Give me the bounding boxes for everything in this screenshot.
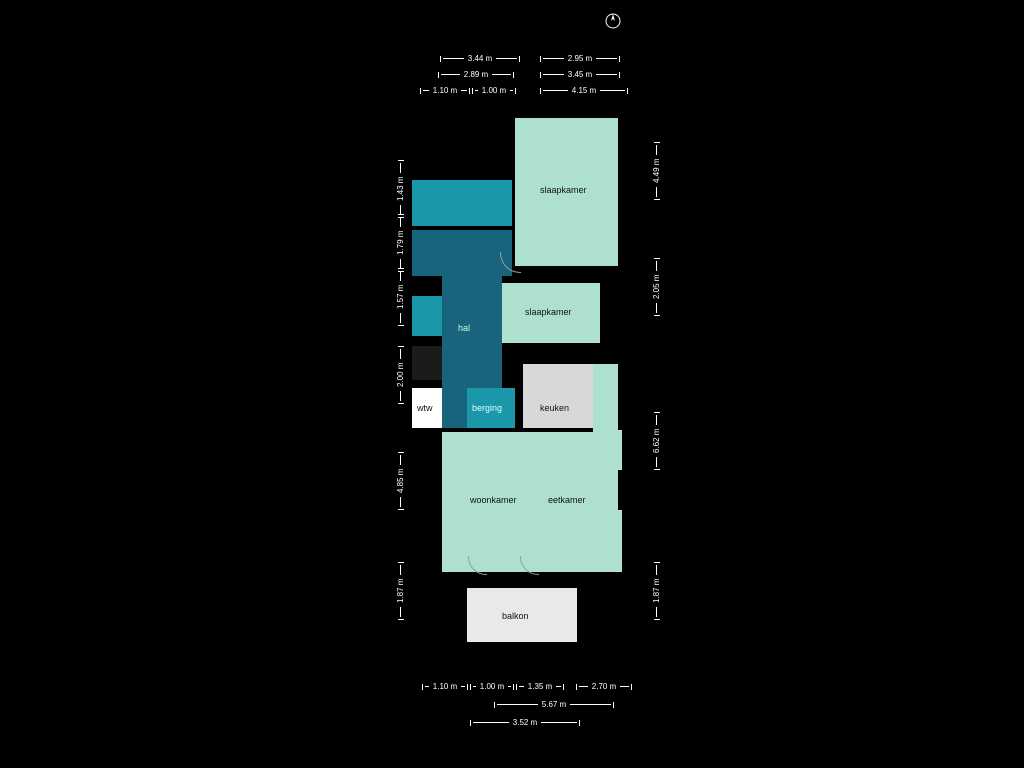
door-arc <box>468 556 487 575</box>
dimension-value: 2.05 m <box>652 273 661 301</box>
room-dark_strip <box>412 346 442 380</box>
dimension-value: 4.15 m <box>570 86 598 95</box>
dimension-value: 3.44 m <box>466 54 494 63</box>
dimension-value: 1.00 m <box>480 86 508 95</box>
dimension-vertical: 2.05 m <box>652 258 661 316</box>
dimension-value: 2.70 m <box>590 682 618 691</box>
room-hal_top <box>412 230 512 276</box>
room-label-keuken: keuken <box>540 403 569 413</box>
room-keuken <box>523 364 593 428</box>
dimension-horizontal: 4.15 m <box>540 86 628 95</box>
dimension-value: 4.85 m <box>396 467 405 495</box>
dimension-value: 3.52 m <box>511 718 539 727</box>
wall-segment <box>582 572 626 582</box>
dimension-value: 1.35 m <box>526 682 554 691</box>
dimension-value: 2.00 m <box>396 361 405 389</box>
dimension-horizontal: 3.44 m <box>440 54 520 63</box>
room-bath_top <box>412 180 512 226</box>
compass-icon <box>604 12 622 33</box>
dimension-value: 1.79 m <box>396 229 405 257</box>
wall-segment <box>440 572 464 582</box>
room-label-woonkamer: woonkamer <box>470 495 517 505</box>
wall-segment <box>540 572 554 582</box>
wall-segment <box>618 470 628 510</box>
dimension-horizontal: 3.52 m <box>470 718 580 727</box>
room-label-wtw: wtw <box>417 403 433 413</box>
room-toilet <box>412 296 442 336</box>
dimension-horizontal: 1.10 m <box>420 86 470 95</box>
dimension-vertical: 1.87 m <box>396 562 405 620</box>
dimension-horizontal: 2.70 m <box>576 682 632 691</box>
wall-segment <box>618 118 628 268</box>
dimension-value: 5.67 m <box>540 700 568 709</box>
dimension-value: 1.00 m <box>478 682 506 691</box>
dimension-vertical: 6.62 m <box>652 412 661 470</box>
room-label-slaapkamer1: slaapkamer <box>540 185 587 195</box>
dimension-horizontal: 1.00 m <box>470 682 514 691</box>
dimension-horizontal: 1.10 m <box>422 682 468 691</box>
dimension-value: 1.10 m <box>431 682 459 691</box>
wall-segment <box>500 572 514 582</box>
dimension-horizontal: 2.95 m <box>540 54 620 63</box>
dimension-value: 1.87 m <box>396 577 405 605</box>
dimension-vertical: 1.43 m <box>396 160 405 218</box>
door-arc <box>520 556 539 575</box>
dimension-vertical: 1.57 m <box>396 268 405 326</box>
dimension-value: 6.62 m <box>652 427 661 455</box>
dimension-horizontal: 3.45 m <box>540 70 620 79</box>
dimension-value: 1.10 m <box>431 86 459 95</box>
dimension-horizontal: 2.89 m <box>438 70 514 79</box>
room-label-hal: hal <box>458 323 470 333</box>
dimension-value: 1.43 m <box>396 175 405 203</box>
dimension-horizontal: 1.00 m <box>472 86 516 95</box>
dimension-value: 2.95 m <box>566 54 594 63</box>
dimension-value: 2.89 m <box>462 70 490 79</box>
room-label-eetkamer_label_only: eetkamer <box>548 495 586 505</box>
dimension-vertical: 1.79 m <box>396 214 405 272</box>
dimension-horizontal: 1.35 m <box>516 682 564 691</box>
dimension-vertical: 2.00 m <box>396 346 405 404</box>
wall-segment <box>596 343 632 357</box>
room-label-balkon: balkon <box>502 611 529 621</box>
room-label-slaapkamer2: slaapkamer <box>525 307 572 317</box>
floorplan-stage: slaapkamer slaapkamer hal wtw berging keuken w… <box>0 0 1024 768</box>
dimension-vertical: 4.85 m <box>396 452 405 510</box>
wall-segment <box>618 360 628 430</box>
dimension-vertical: 4.49 m <box>652 142 661 200</box>
dimension-value: 1.57 m <box>396 283 405 311</box>
dimension-value: 1.87 m <box>652 577 661 605</box>
dimension-vertical: 1.87 m <box>652 562 661 620</box>
wall-segment <box>502 276 622 283</box>
dimension-value: 4.49 m <box>652 157 661 185</box>
dimension-value: 3.45 m <box>566 70 594 79</box>
dimension-horizontal: 5.67 m <box>494 700 614 709</box>
room-label-berging: berging <box>472 403 502 413</box>
room-woonkamer <box>442 432 622 572</box>
